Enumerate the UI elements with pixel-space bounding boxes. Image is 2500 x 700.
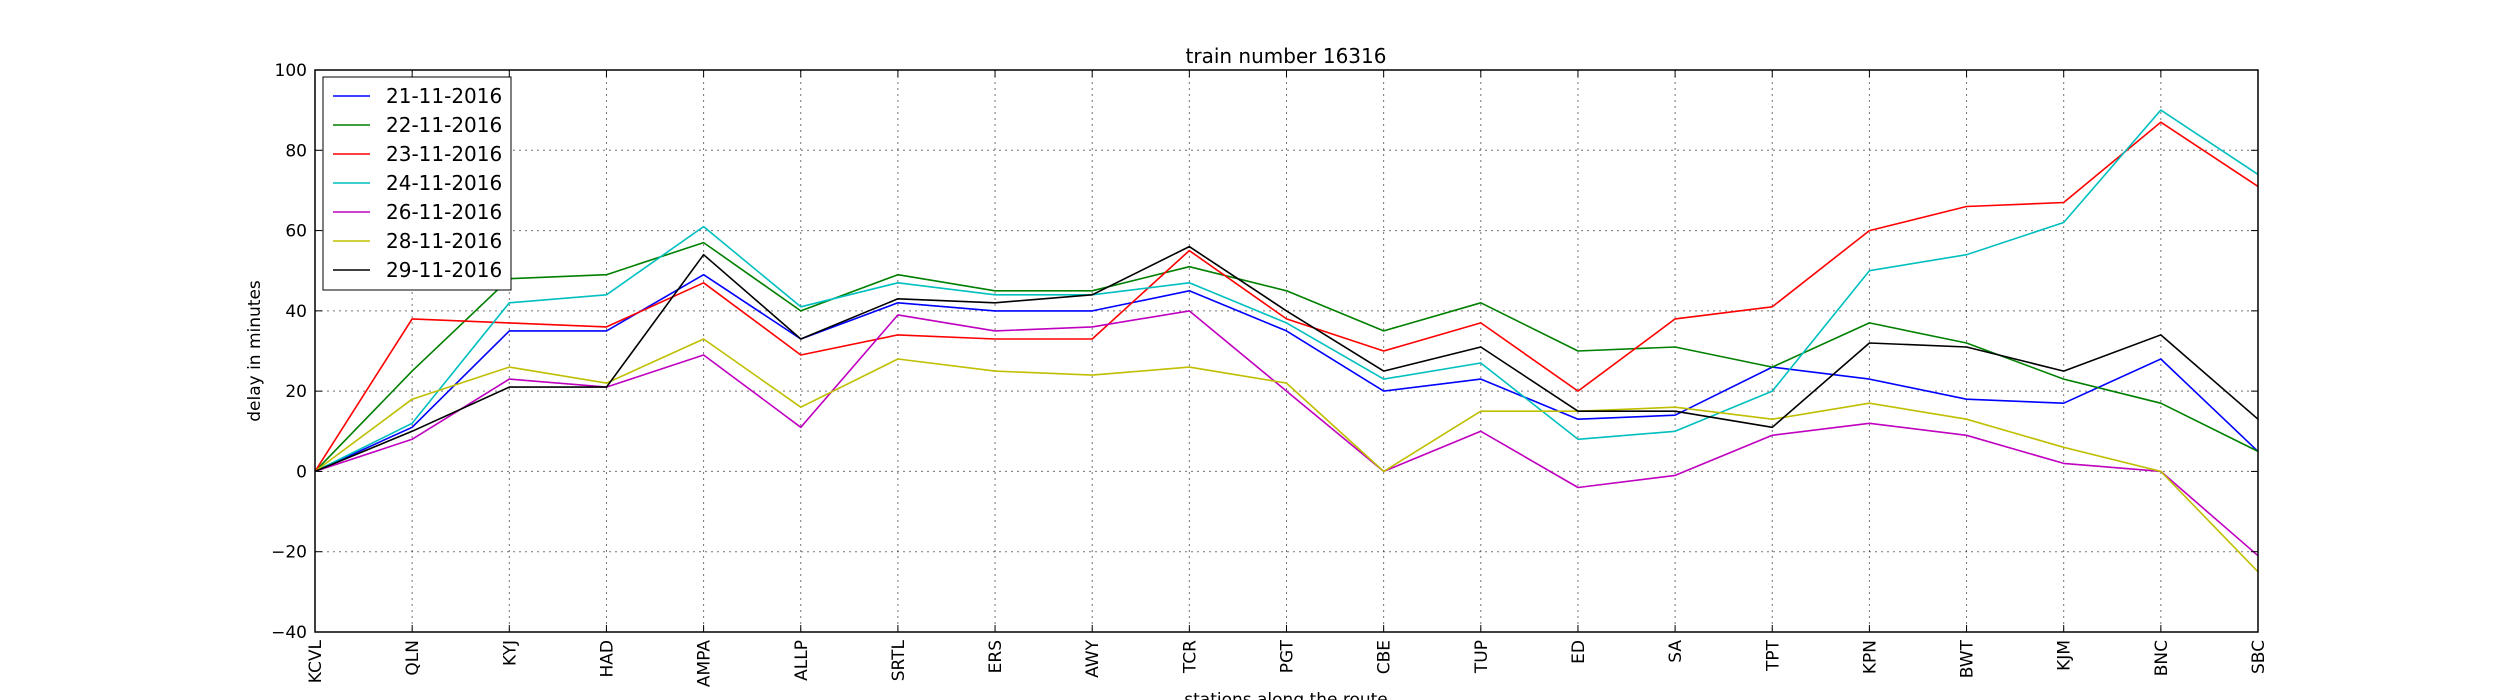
x-tick-label: AMPA [695,640,715,687]
legend-label: 26-11-2016 [386,200,502,224]
x-tick-label: SA [1666,640,1686,663]
x-tick-label: ERS [986,640,1006,673]
x-tick-label: AWY [1083,639,1103,678]
y-tick-label: 80 [285,141,307,161]
x-tick-label: PGT [1278,639,1298,673]
series-line-26-11-2016 [314,310,2259,557]
y-tick-label: 40 [285,302,307,322]
legend: 21-11-2016 22-11-2016 23-11-2016 24-11-2016… [322,76,512,291]
x-tick-label: KPN [1860,640,1880,674]
x-axis-label: stations along the route [1184,690,1388,700]
y-tick-label: −40 [271,623,307,643]
x-tick-label: TUP [1472,640,1492,674]
y-axis-label: delay in minutes [245,280,265,422]
x-tick-label: KJM [2055,640,2075,671]
x-tick-label: HAD [597,640,617,678]
legend-label: 29-11-2016 [386,258,502,282]
series-line-22-11-2016 [314,241,2259,472]
x-tick-label: SRTL [889,639,909,681]
legend-label: 23-11-2016 [386,142,502,166]
y-tick-label: 60 [285,222,307,242]
series-line-24-11-2016 [314,109,2259,473]
x-tick-label: ALLP [792,640,812,681]
gridlines [315,70,2258,632]
x-tick-label: TCR [1180,640,1200,674]
y-tick-label: −20 [271,543,307,563]
series-line-29-11-2016 [314,245,2259,473]
series-line-23-11-2016 [314,121,2259,472]
axis-ticks: KCVL QLN KYJ HAD AMPA ALLP SRTL ERS AWY TCR PGT CBE… [271,61,2269,687]
y-tick-label: 100 [275,61,307,81]
x-tick-label: SBC [2249,640,2269,674]
x-tick-label: ED [1569,640,1589,664]
legend-label: 28-11-2016 [386,229,502,253]
x-tick-label: QLN [403,640,423,676]
x-tick-label: BNC [2152,640,2172,676]
series-line-28-11-2016 [314,338,2259,573]
x-tick-label: CBE [1375,640,1395,674]
legend-label: 22-11-2016 [386,113,502,137]
y-tick-label: 0 [296,462,307,482]
x-tick-label: TPT [1763,639,1783,672]
legend-label: 21-11-2016 [386,84,502,108]
chart-title: train number 16316 [1186,44,1387,68]
x-tick-label: KCVL [306,639,326,683]
x-tick-label: BWT [1958,639,1978,678]
y-tick-label: 20 [285,382,307,402]
series-lines [314,109,2259,573]
legend-label: 24-11-2016 [386,171,502,195]
x-tick-label: KYJ [500,640,520,666]
